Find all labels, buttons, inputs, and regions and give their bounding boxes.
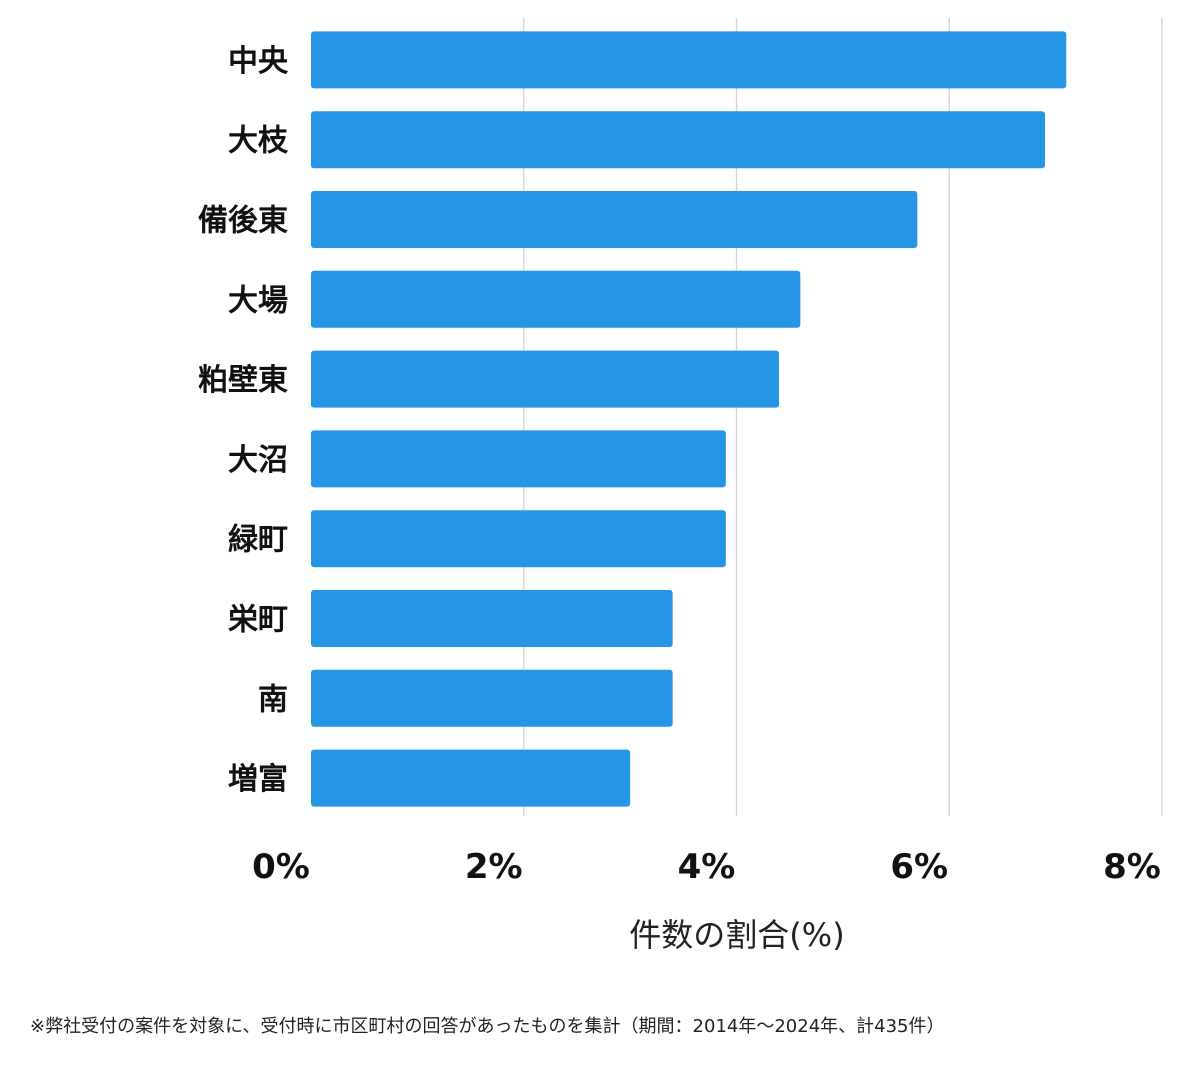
x-axis-title: 件数の割合(%) — [629, 916, 844, 954]
category-label: 緑町 — [228, 523, 288, 558]
category-label: 備後東 — [198, 204, 288, 239]
bar — [311, 350, 780, 408]
bar — [311, 111, 1045, 169]
category-label: 南 — [258, 682, 288, 717]
x-tick-label: 8% — [1103, 847, 1161, 887]
category-label: 大枝 — [228, 124, 289, 159]
bar — [311, 270, 801, 328]
category-label: 栄町 — [228, 603, 288, 638]
x-tick-label: 4% — [678, 847, 736, 887]
bar — [311, 669, 673, 727]
x-tick-label: 2% — [465, 847, 523, 887]
category-label: 増富 — [228, 762, 288, 797]
x-tick-label: 6% — [890, 847, 948, 887]
category-label: 大沼 — [228, 443, 288, 478]
bar — [311, 749, 631, 807]
category-label: 中央 — [228, 44, 289, 79]
bar — [311, 430, 726, 488]
category-label: 大場 — [228, 283, 288, 318]
x-tick-labels: 0% 2% 4% 6% 8% — [252, 847, 1161, 887]
bar — [311, 31, 1067, 89]
footnote: ※弊社受付の案件を対象に、受付時に市区町村の回答があったものを集計（期間：201… — [30, 1016, 945, 1037]
bar — [311, 590, 673, 647]
bars — [311, 31, 1067, 807]
bar — [311, 510, 726, 568]
x-tick-label: 0% — [252, 847, 310, 887]
category-label: 粕壁東 — [198, 363, 288, 398]
bar — [311, 191, 918, 248]
